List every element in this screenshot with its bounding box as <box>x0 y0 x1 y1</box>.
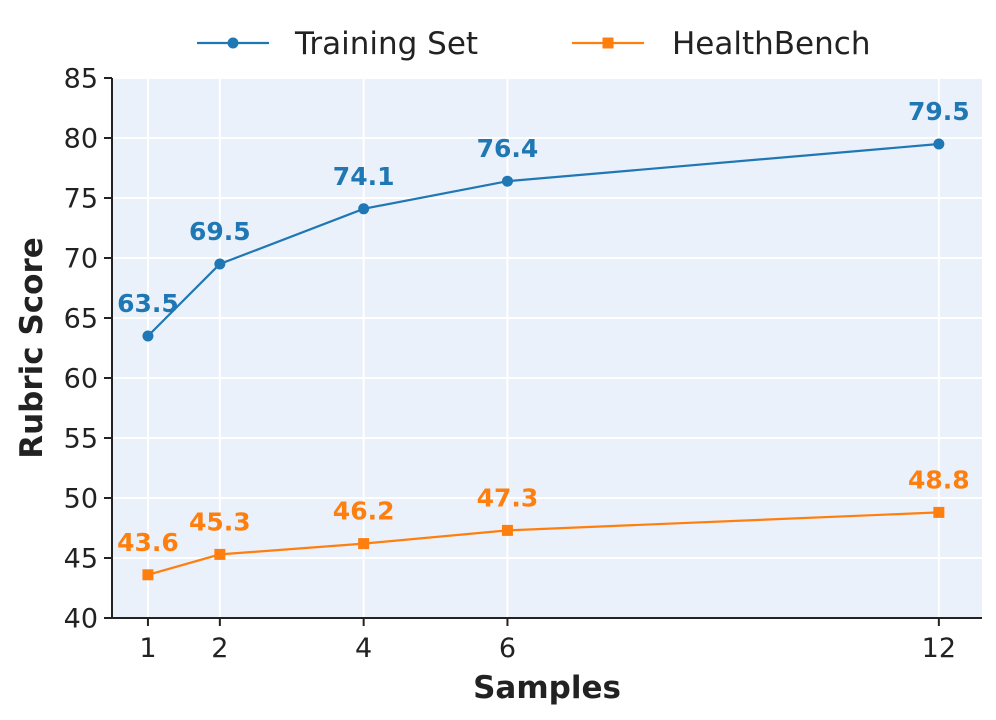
data-point <box>358 203 370 215</box>
y-tick-label: 80 <box>64 124 98 155</box>
series: 63.5 69.5 74.1 76.4 79.5 43.6 45.3 46.2 47.3 48.8 <box>117 97 970 581</box>
data-label: 63.5 <box>117 289 179 318</box>
data-point <box>358 538 370 550</box>
y-tick-label: 60 <box>64 364 98 395</box>
legend-label: Training Set <box>294 26 478 62</box>
plot-area <box>112 78 982 618</box>
y-tick-label: 55 <box>64 424 98 455</box>
y-tick-label: 75 <box>64 184 98 215</box>
data-point <box>214 258 226 270</box>
x-tick-label: 4 <box>355 633 372 664</box>
data-point <box>501 524 513 536</box>
y-tick-label: 40 <box>64 604 98 635</box>
legend-marker <box>227 37 239 49</box>
data-label: 48.8 <box>908 465 970 494</box>
data-label: 43.6 <box>117 528 179 557</box>
legend-marker <box>602 37 614 49</box>
legend-item-1: HealthBench <box>572 26 870 62</box>
data-point <box>142 569 154 581</box>
legend-label: HealthBench <box>672 26 870 62</box>
legend: Training Set HealthBench <box>197 26 870 62</box>
data-label: 76.4 <box>477 134 539 163</box>
data-label: 47.3 <box>477 483 539 512</box>
y-axis-title: Rubric Score <box>14 237 50 459</box>
y-tick-label: 85 <box>64 64 98 95</box>
x-tick-label: 2 <box>211 633 228 664</box>
data-point <box>142 330 154 342</box>
data-label: 79.5 <box>908 97 970 126</box>
y-tick-label: 65 <box>64 304 98 335</box>
y-tick-label: 50 <box>64 484 98 515</box>
y-tick-label: 45 <box>64 544 98 575</box>
y-tick-label: 70 <box>64 244 98 275</box>
series-0: 63.5 69.5 74.1 76.4 79.5 <box>117 97 970 342</box>
data-point <box>933 138 945 150</box>
data-label: 46.2 <box>333 497 395 526</box>
data-label: 69.5 <box>189 217 251 246</box>
x-tick-label: 12 <box>922 633 956 664</box>
data-label: 74.1 <box>333 162 395 191</box>
x-tick-label: 1 <box>139 633 156 664</box>
data-point <box>501 175 513 187</box>
legend-item-0: Training Set <box>197 26 478 62</box>
x-axis-title: Samples <box>473 670 621 706</box>
data-label: 45.3 <box>189 507 251 536</box>
series-1: 43.6 45.3 46.2 47.3 48.8 <box>117 465 970 581</box>
data-point <box>933 506 945 518</box>
data-point <box>214 548 226 560</box>
x-tick-label: 6 <box>499 633 516 664</box>
